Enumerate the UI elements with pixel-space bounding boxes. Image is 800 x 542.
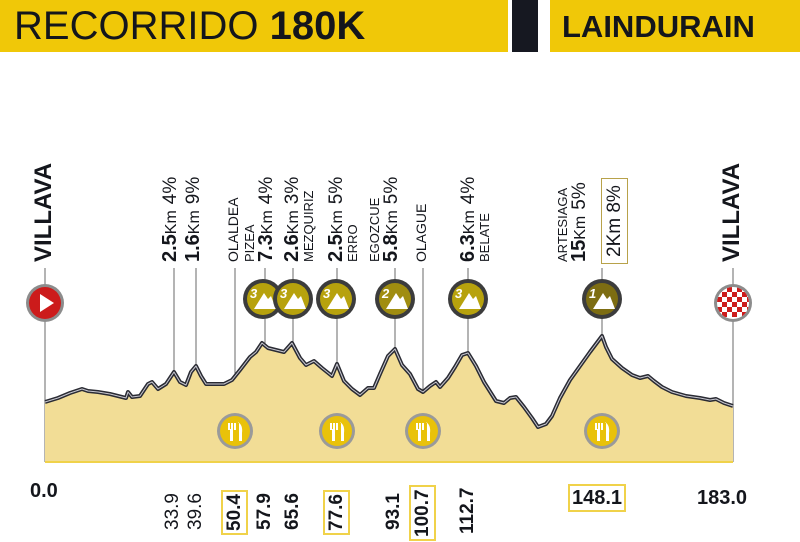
climb-badge-pizea-cat3-icon: 3 (243, 279, 283, 319)
brand-name: LAINDURAIN (562, 9, 755, 44)
km-label-feed: 50.4 (222, 486, 247, 539)
header-divider (512, 0, 538, 52)
feed-zone-fork-knife-icon (217, 413, 253, 449)
start-play-icon (26, 284, 64, 322)
climb-badge-belate-cat3-icon: 3 (448, 279, 488, 319)
km-label: 112.7 (457, 487, 478, 535)
km-label: 57.9 (254, 493, 275, 530)
climb-label-2: 1.6Km9% (182, 176, 204, 262)
header-title-bar: RECORRIDO 180K (0, 0, 508, 52)
svg-text:2: 2 (381, 286, 390, 301)
km-label: 39.6 (185, 493, 206, 530)
climb-label-mezquiriz: 2.6Km3% MEZQUIRIZ (281, 176, 316, 262)
climb-badge-egozcue-cat2-icon: 2 (375, 279, 415, 319)
svg-text:3: 3 (455, 286, 463, 301)
place-label-olague: OLAGUE (413, 203, 429, 262)
feed-zone-fork-knife-icon (405, 413, 441, 449)
brand-bar: LAINDURAIN (550, 0, 800, 52)
climb-label-belate: 6.3Km4% BELATE (457, 176, 492, 262)
climb-label-erro: 2.5Km5% ERRO (325, 176, 360, 262)
final-ramp-box: 2Km 8% (601, 178, 628, 264)
start-town-label: VILLAVA (30, 162, 57, 262)
finish-checkered-flag-icon (714, 284, 752, 322)
finish-town-label: VILLAVA (718, 162, 745, 262)
km-label-feed: 77.6 (324, 486, 349, 539)
svg-text:1: 1 (589, 286, 596, 301)
km-label: 93.1 (383, 493, 404, 530)
svg-text:3: 3 (250, 286, 258, 301)
climb-label-egozcue: EGOZCUE 5.8Km5% (367, 176, 402, 262)
feed-zone-fork-knife-icon (584, 413, 620, 449)
climb-label-1: 2.5Km4% (159, 176, 181, 262)
feed-zone-fork-knife-icon (319, 413, 355, 449)
km-label-feed: 148.1 (567, 484, 627, 512)
km-label-feed: 100.7 (411, 479, 434, 542)
km-label: 65.6 (282, 493, 303, 530)
km-label-finish: 183.0 (697, 487, 748, 509)
title-distance: 180K (269, 4, 366, 48)
km-label: 33.9 (162, 493, 183, 530)
svg-text:3: 3 (323, 286, 331, 301)
place-label-olaldea: OLALDEA (225, 197, 241, 262)
climb-badge-erro-cat3-icon: 3 (316, 279, 356, 319)
climb-label-artesiaga: ARTESIAGA 15Km5% (555, 182, 590, 262)
svg-text:3: 3 (280, 286, 288, 301)
climb-badge-artesiaga-cat1-icon: 1 (582, 279, 622, 319)
title-prefix: RECORRIDO (14, 4, 259, 48)
climb-badge-mezquiriz-cat3-icon: 3 (273, 279, 313, 319)
climb-label-pizea: PIZEA 7.3Km4% (242, 176, 277, 262)
km-label-start: 0.0 (30, 480, 58, 502)
page-title: RECORRIDO 180K (14, 3, 365, 49)
profile-area (45, 336, 733, 462)
